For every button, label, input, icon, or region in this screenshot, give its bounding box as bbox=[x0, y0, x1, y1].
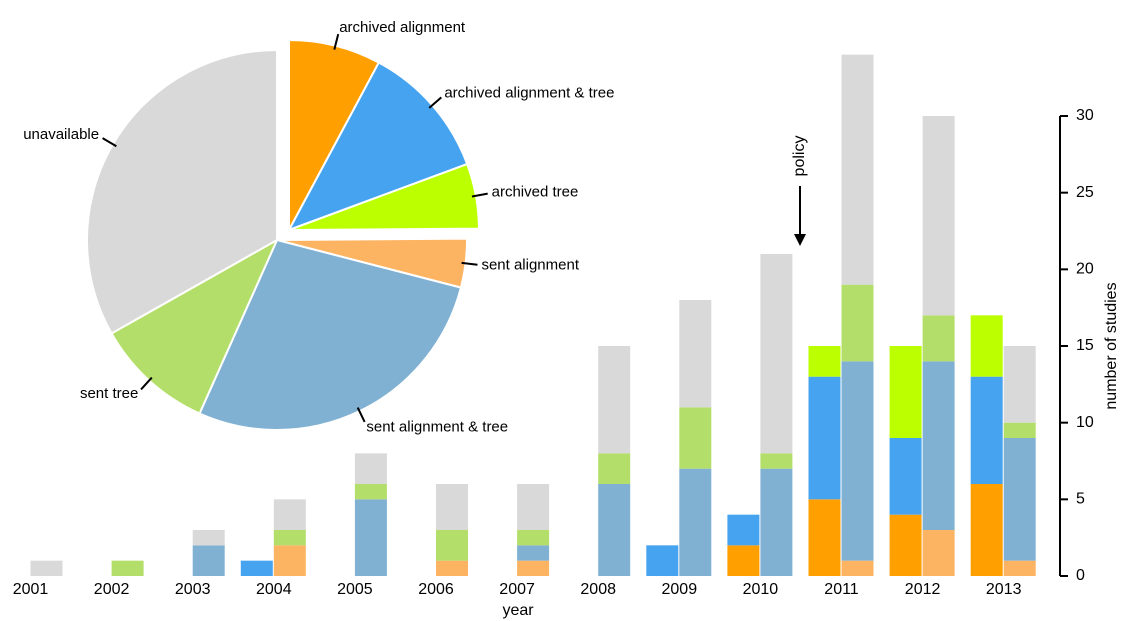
bar-segment bbox=[1003, 346, 1036, 423]
bar-segment bbox=[889, 514, 922, 576]
bar-segment bbox=[192, 530, 225, 546]
slice-label: archived alignment & tree bbox=[444, 84, 614, 101]
bar-segment bbox=[436, 484, 468, 530]
bar-segment bbox=[841, 361, 874, 561]
bar-segment bbox=[111, 560, 144, 576]
bar-segment bbox=[646, 545, 679, 576]
y-axis-label: number of studies bbox=[1103, 282, 1120, 409]
leader-line bbox=[140, 376, 153, 391]
slice-label: sent tree bbox=[80, 385, 138, 402]
x-tick-label: 2007 bbox=[499, 581, 535, 598]
x-tick-label: 2011 bbox=[824, 581, 859, 598]
slice-label: archived tree bbox=[492, 184, 579, 201]
bar-segment bbox=[841, 54, 874, 285]
x-tick-label: 2004 bbox=[256, 581, 292, 598]
bar-segment bbox=[679, 468, 712, 576]
bar-segment bbox=[517, 560, 550, 576]
y-tick-label: 15 bbox=[1076, 337, 1094, 354]
bar-segment bbox=[679, 407, 712, 469]
bar-segment bbox=[30, 560, 63, 576]
bar-segment bbox=[354, 453, 387, 484]
bar-segment bbox=[1003, 438, 1036, 561]
leader-line bbox=[333, 33, 340, 50]
x-tick-label: 2003 bbox=[175, 581, 211, 598]
bar-segment bbox=[922, 530, 955, 576]
leader-line bbox=[428, 96, 442, 109]
slice-label: unavailable bbox=[23, 126, 99, 143]
bar-segment bbox=[679, 300, 712, 408]
bar-segment bbox=[1003, 422, 1036, 438]
x-axis-label: year bbox=[502, 602, 534, 619]
bar-segment bbox=[808, 499, 841, 576]
bar-segment bbox=[970, 376, 1003, 484]
y-tick-label: 10 bbox=[1076, 414, 1094, 431]
slice-label: archived alignment bbox=[339, 19, 466, 36]
slice-label: sent alignment & tree bbox=[366, 418, 508, 435]
annotation-arrowhead bbox=[794, 234, 806, 246]
bar-segment bbox=[760, 453, 793, 469]
bar-segment bbox=[436, 530, 468, 561]
bar-segment bbox=[727, 545, 760, 576]
x-tick-label: 2002 bbox=[94, 581, 130, 598]
bar-segment bbox=[273, 499, 306, 530]
bar-segment bbox=[808, 346, 841, 377]
bar-segment bbox=[727, 514, 760, 546]
x-tick-label: 2012 bbox=[905, 581, 941, 598]
leader-line bbox=[356, 407, 366, 423]
y-tick-label: 0 bbox=[1076, 567, 1085, 584]
leader-line bbox=[461, 261, 478, 266]
bar-segment bbox=[598, 484, 631, 576]
annotation: policy bbox=[791, 136, 808, 177]
bar-segment bbox=[970, 315, 1003, 377]
bar-segment bbox=[517, 484, 550, 530]
x-tick-label: 2005 bbox=[337, 581, 373, 598]
y-tick-label: 25 bbox=[1076, 184, 1094, 201]
bar-segment bbox=[841, 284, 874, 362]
x-tick-label: 2001 bbox=[13, 581, 49, 598]
x-tick-label: 2009 bbox=[662, 581, 698, 598]
bar-segment bbox=[598, 346, 631, 454]
bar-segment bbox=[760, 254, 793, 454]
x-tick-label: 2010 bbox=[743, 581, 779, 598]
bar-segment bbox=[273, 545, 306, 576]
bar-segment bbox=[1003, 560, 1036, 576]
bar-segment bbox=[273, 530, 306, 546]
bar-segment bbox=[922, 315, 955, 362]
x-tick-label: 2013 bbox=[986, 581, 1022, 598]
bar-segment bbox=[354, 499, 387, 576]
leader-line bbox=[102, 137, 117, 148]
bar-segment bbox=[240, 560, 273, 576]
bar-segment bbox=[354, 484, 387, 500]
bar-segment bbox=[841, 560, 874, 576]
y-tick-label: 30 bbox=[1076, 107, 1094, 124]
bar-segment bbox=[970, 484, 1003, 576]
x-tick-label: 2008 bbox=[580, 581, 616, 598]
y-tick-label: 5 bbox=[1076, 491, 1085, 508]
bar-segment bbox=[808, 376, 841, 500]
bar-segment bbox=[436, 560, 468, 576]
bar-segment bbox=[517, 545, 550, 561]
bar-segment bbox=[192, 545, 225, 576]
bar-segment bbox=[760, 468, 793, 576]
y-tick-label: 20 bbox=[1076, 261, 1094, 278]
bar-segment bbox=[922, 361, 955, 530]
leader-line bbox=[471, 192, 488, 198]
bar-segment bbox=[922, 116, 955, 316]
slice-label: sent alignment bbox=[481, 257, 579, 274]
bar-segment bbox=[889, 438, 922, 515]
x-tick-label: 2006 bbox=[418, 581, 454, 598]
bar-segment bbox=[517, 530, 550, 546]
bar-segment bbox=[598, 453, 631, 484]
bar-segment bbox=[889, 346, 922, 438]
